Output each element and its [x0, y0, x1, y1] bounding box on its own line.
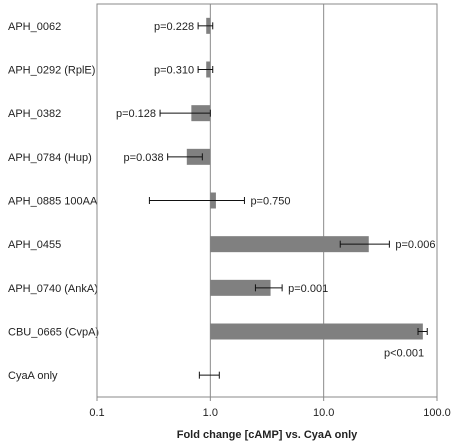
plot-frame	[96, 3, 438, 398]
bar	[210, 323, 423, 340]
x-ticks: 0.1 1.0 10.0 100.0	[89, 397, 451, 419]
category-label: APH_0455	[8, 239, 61, 251]
x-tick-label: 0.1	[89, 407, 104, 419]
p-value-label: p=0.001	[288, 283, 328, 295]
p-value-label: p=0.310	[154, 65, 194, 77]
x-axis-label: Fold change [cAMP] vs. CyaA only	[177, 429, 358, 441]
p-value-label: p=0.228	[154, 21, 194, 33]
x-tick-label: 1.0	[203, 407, 218, 419]
p-value-label: p<0.001	[384, 348, 424, 360]
category-labels: APH_0062 APH_0292 (RplE) APH_0382 APH_0784 …	[8, 21, 99, 382]
category-label: APH_0382	[8, 108, 61, 120]
x-tick-label: 10.0	[313, 407, 334, 419]
bars	[186, 17, 423, 340]
category-label: APH_0885 100AA	[8, 196, 98, 208]
category-label: CBU_0665 (CvpA)	[8, 327, 99, 339]
category-label: CyaA only	[8, 370, 58, 382]
bar	[210, 236, 369, 253]
category-label: APH_0062	[8, 21, 61, 33]
p-value-label: p=0.038	[124, 152, 164, 164]
p-value-label: p=0.128	[116, 108, 156, 120]
p-value-label: p=0.750	[250, 196, 290, 208]
category-label: APH_0292 (RplE)	[8, 65, 95, 77]
p-value-labels: p=0.228 p=0.310 p=0.128 p=0.038 p=0.750 p=0.0…	[116, 21, 435, 360]
bar	[210, 279, 271, 296]
category-label: APH_0784 (Hup)	[8, 152, 92, 164]
x-tick-label: 100.0	[423, 407, 451, 419]
error-bars	[148, 22, 428, 379]
p-value-label: p=0.006	[395, 239, 435, 251]
category-label: APH_0740 (AnkA)	[8, 283, 98, 295]
